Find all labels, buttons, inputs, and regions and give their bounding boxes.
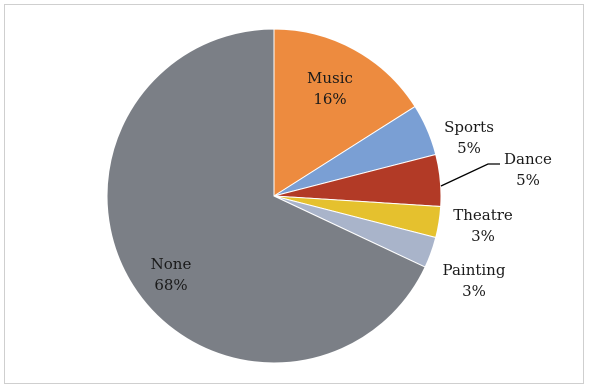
- slice-label-dance: Dance: [504, 150, 552, 168]
- slice-label-none: None: [151, 255, 192, 273]
- slice-label-sports: Sports: [444, 118, 494, 136]
- pie-slice-music: [273, 28, 416, 197]
- slice-value-music: 16%: [313, 90, 346, 108]
- slice-label-music: Music: [307, 69, 353, 87]
- slice-value-dance: 5%: [516, 171, 540, 189]
- pie-slice-none: [106, 28, 426, 364]
- pie-slices: [106, 28, 442, 364]
- slice-value-theatre: 3%: [471, 227, 495, 245]
- slice-label-theatre: Theatre: [453, 206, 513, 224]
- slice-value-painting: 3%: [462, 282, 486, 300]
- leader-line-dance: [440, 163, 500, 187]
- slice-value-none: 68%: [154, 276, 187, 294]
- slice-label-painting: Painting: [443, 261, 506, 279]
- slice-value-sports: 5%: [457, 139, 481, 157]
- pie-labels: Music16%Sports5%Dance5%Theatre3%Painting…: [151, 69, 552, 300]
